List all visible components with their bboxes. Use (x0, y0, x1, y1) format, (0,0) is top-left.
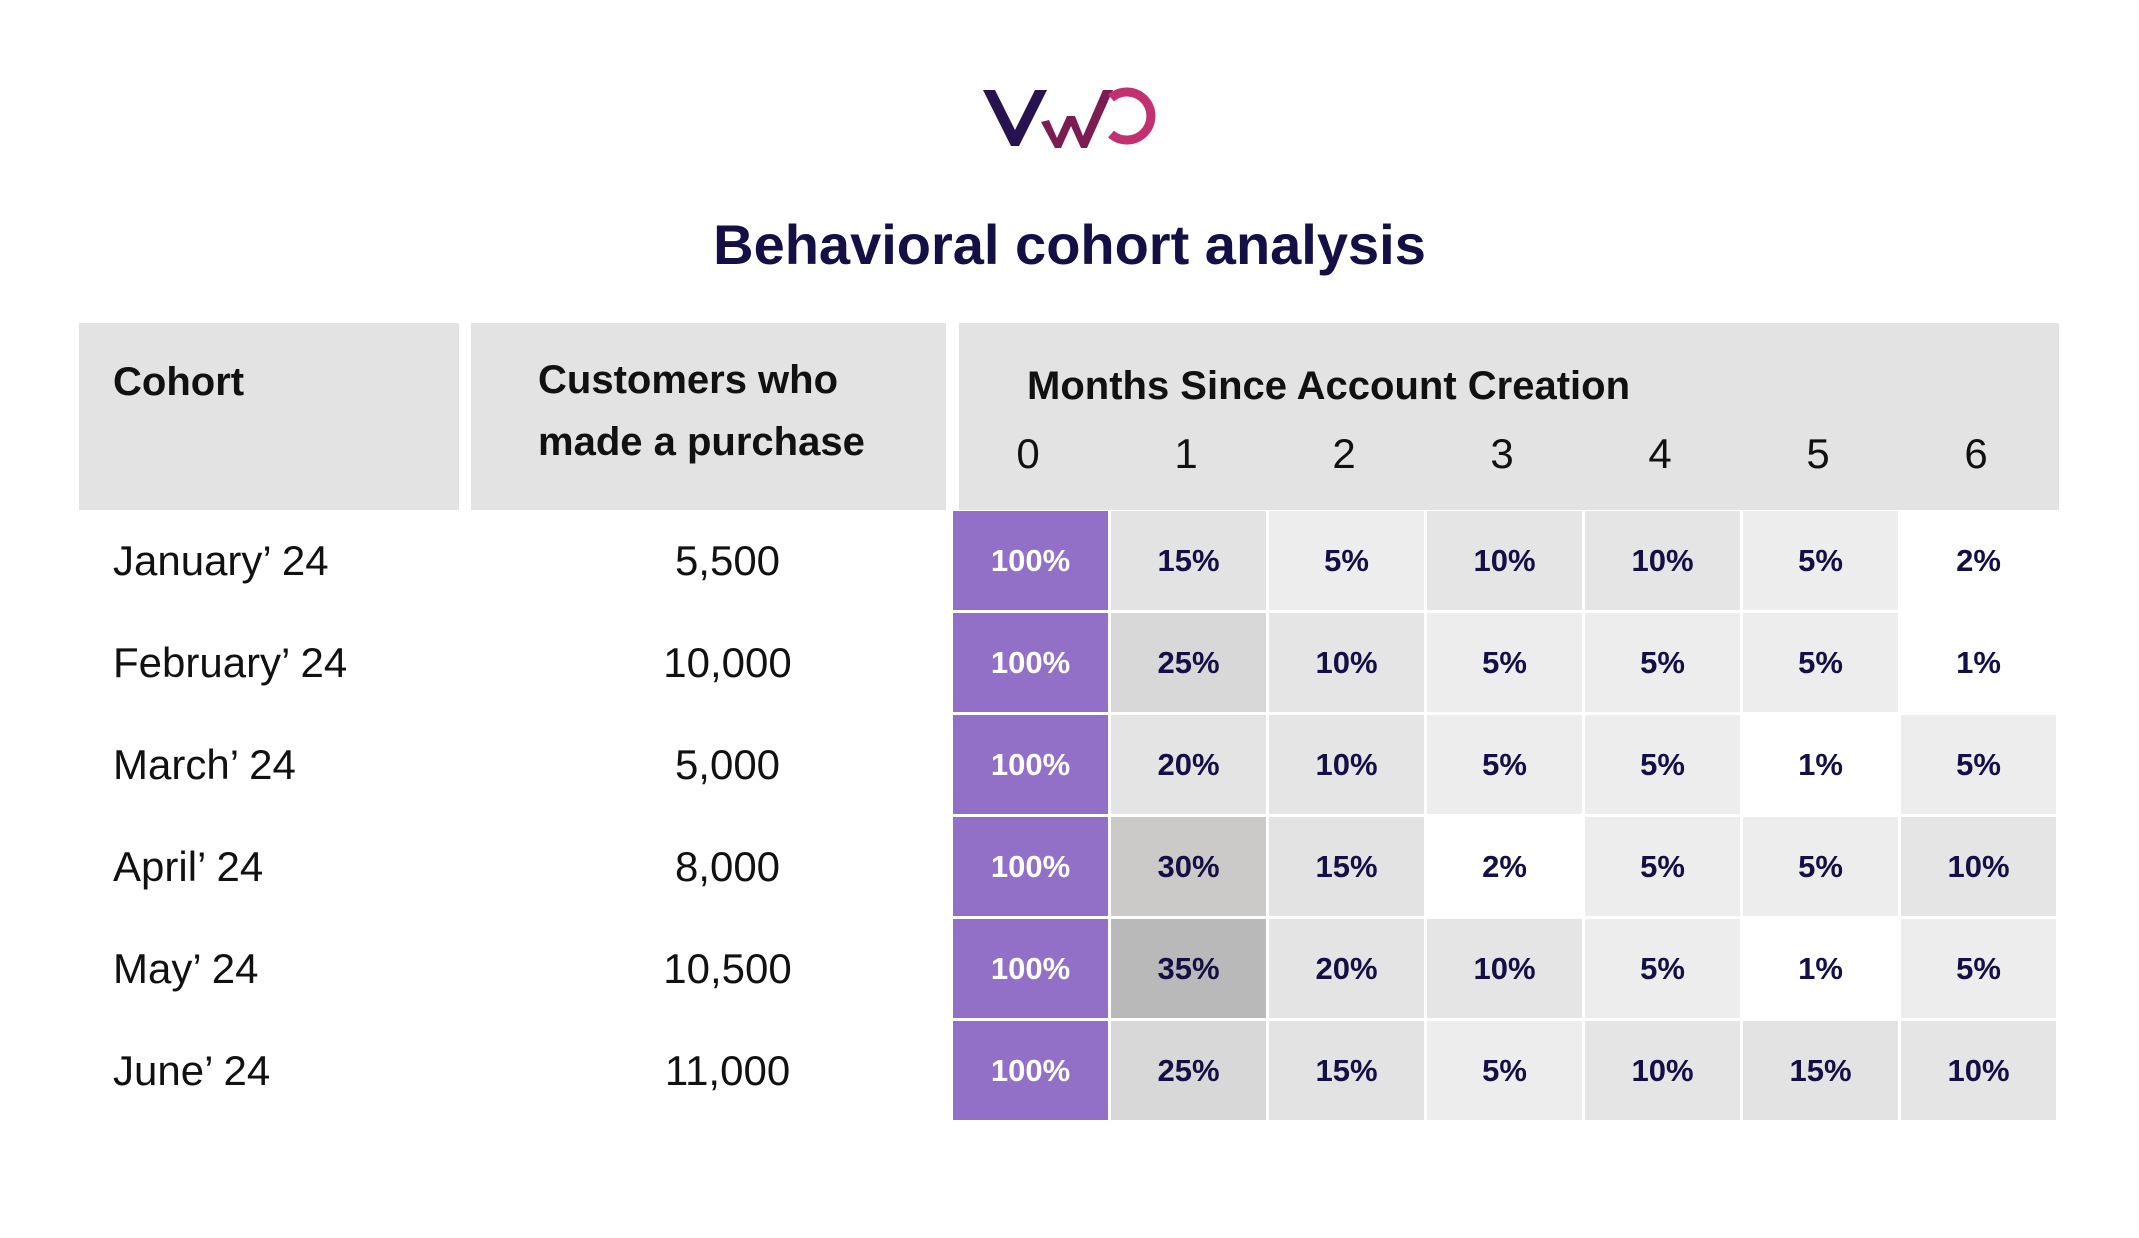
customer-count: 5,500 (674, 537, 781, 584)
retention-cell: 5% (1743, 613, 1898, 712)
retention-cell: 5% (1585, 613, 1740, 712)
retention-cell: 25% (1111, 1021, 1266, 1120)
month-header-6: 6 (1964, 430, 1988, 477)
month-header-0: 0 (1016, 430, 1040, 477)
retention-cell: 15% (1743, 1021, 1898, 1120)
retention-cell: 5% (1585, 817, 1740, 916)
retention-cell: 1% (1743, 715, 1898, 814)
retention-cell: 100% (953, 1021, 1108, 1120)
retention-cell: 5% (1269, 511, 1424, 610)
retention-cell: 10% (1269, 613, 1424, 712)
retention-cell: 10% (1901, 817, 2056, 916)
retention-cell: 10% (1427, 919, 1582, 1018)
customer-count: 10,000 (663, 639, 792, 686)
retention-cell: 100% (953, 715, 1108, 814)
retention-cell: 1% (1743, 919, 1898, 1018)
page-title: Behavioral cohort analysis (713, 213, 1426, 276)
retention-cell: 5% (1901, 715, 2056, 814)
retention-cell: 100% (953, 919, 1108, 1018)
retention-cell: 25% (1111, 613, 1266, 712)
retention-cell: 2% (1427, 817, 1582, 916)
retention-cell: 10% (1269, 715, 1424, 814)
header-months-cell (959, 323, 2059, 510)
header-cohort-cell (79, 323, 459, 510)
retention-cell: 20% (1269, 919, 1424, 1018)
customer-count: 8,000 (674, 843, 781, 890)
retention-cell: 1% (1901, 613, 2056, 712)
retention-cell: 15% (1269, 1021, 1424, 1120)
retention-cell: 2% (1901, 511, 2056, 610)
retention-cell: 10% (1585, 1021, 1740, 1120)
logo-w (1041, 90, 1113, 148)
cohort-label: June’ 24 (113, 1047, 271, 1094)
retention-cell: 15% (1269, 817, 1424, 916)
retention-cell: 100% (953, 817, 1108, 916)
cohort-label: January’ 24 (113, 537, 329, 584)
month-header-3: 3 (1490, 430, 1514, 477)
retention-cell: 20% (1111, 715, 1266, 814)
retention-cell: 5% (1427, 715, 1582, 814)
retention-cell: 5% (1427, 1021, 1582, 1120)
customer-count: 10,500 (663, 945, 792, 992)
logo-v (983, 90, 1047, 146)
header-months: Months Since Account Creation (1027, 364, 1631, 408)
month-header-5: 5 (1806, 430, 1830, 477)
cohort-label: May’ 24 (113, 945, 259, 992)
retention-cell: 15% (1111, 511, 1266, 610)
header-customers: Customers who made a purchase (538, 358, 865, 464)
retention-cell: 10% (1585, 511, 1740, 610)
cohort-label: April’ 24 (113, 843, 264, 890)
retention-cell: 5% (1585, 919, 1740, 1018)
retention-cell: 5% (1743, 817, 1898, 916)
month-header-4: 4 (1648, 430, 1672, 477)
vwo-logo (983, 87, 1156, 148)
retention-cell: 5% (1901, 919, 2056, 1018)
retention-cell: 100% (953, 511, 1108, 610)
month-header-2: 2 (1332, 430, 1356, 477)
customer-count: 11,000 (664, 1047, 791, 1094)
retention-cell: 10% (1901, 1021, 2056, 1120)
header-cohort: Cohort (113, 360, 245, 404)
cohort-label: February’ 24 (113, 639, 348, 686)
retention-cell: 5% (1743, 511, 1898, 610)
month-header-1: 1 (1174, 430, 1198, 477)
retention-cell: 30% (1111, 817, 1266, 916)
customer-count: 5,000 (674, 741, 781, 788)
header-customers-cell (471, 323, 946, 510)
retention-cell: 10% (1427, 511, 1582, 610)
retention-cell: 100% (953, 613, 1108, 712)
cohort-label: March’ 24 (113, 741, 296, 788)
retention-cell: 5% (1585, 715, 1740, 814)
logo-o (1108, 87, 1156, 145)
retention-cell: 5% (1427, 613, 1582, 712)
retention-cell: 35% (1111, 919, 1266, 1018)
